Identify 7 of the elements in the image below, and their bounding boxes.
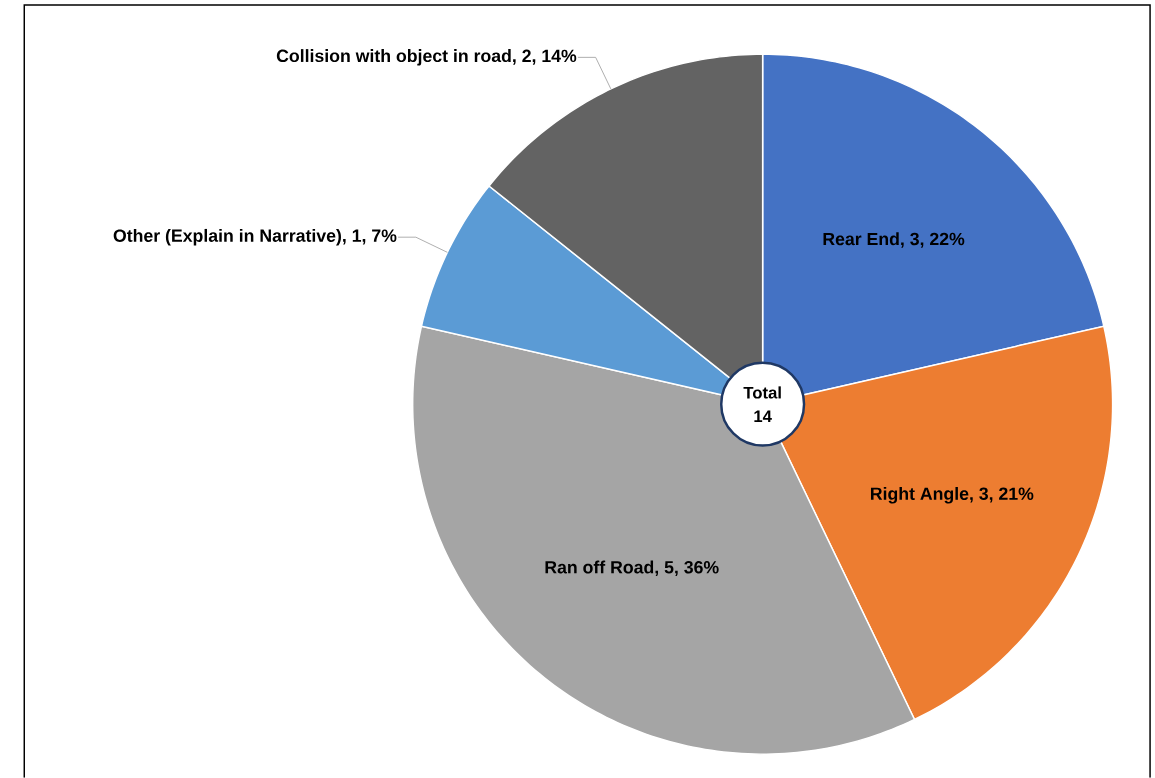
text: Total (743, 386, 781, 399)
slice-label: Other (Explain in Narrative), 1, 7% (113, 229, 397, 246)
text: 14 (754, 410, 772, 423)
slice-label: Rear End, 3, 22% (823, 232, 965, 248)
slice-label: Right Angle, 3, 21% (870, 487, 1034, 504)
slice-label: Ran off Road, 5, 36% (545, 560, 719, 577)
slice-label: Collision with object in road, 2, 14% (276, 49, 577, 66)
